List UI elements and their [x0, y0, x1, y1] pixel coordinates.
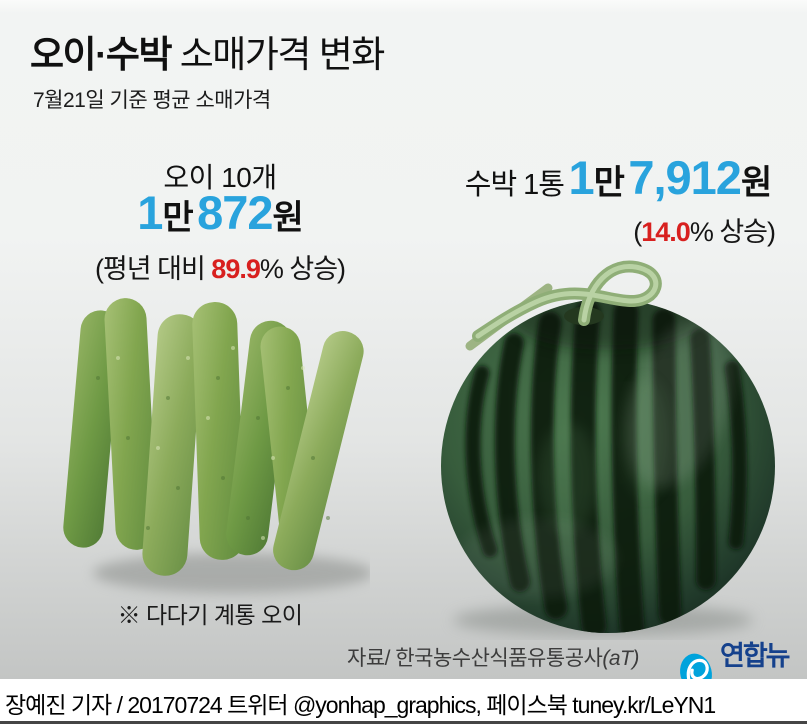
watermelon-price-number-2: 7,912: [628, 151, 742, 204]
cucumber-label: 오이 10개: [163, 162, 277, 193]
watermelon-image: [441, 260, 775, 636]
footer-bar: 장예진 기자 / 20170724 트위터 @yonhap_graphics, …: [0, 679, 807, 724]
watermelon-label: 수박 1통: [464, 169, 565, 201]
cucumber-price-unit-1: 만: [162, 199, 193, 237]
cucumber-rise-value: 89.9: [211, 254, 261, 284]
cucumber-price-number-2: 872: [197, 186, 273, 239]
cucumbers-image: [63, 298, 370, 593]
cucumber-price-number-1: 1: [137, 186, 163, 239]
cucumber-price: 1만 872원: [60, 188, 380, 237]
title-bold: 오이·수박: [30, 34, 172, 75]
watermelon-rise: (14.0% 상승): [560, 210, 776, 249]
cucumber-rise: (평년 대비 89.9% 상승): [40, 247, 400, 286]
page-subtitle: 7월21일 기준 평균 소매가격: [33, 89, 271, 112]
watermelon-price-number-1: 1: [568, 151, 594, 204]
watermelon-rise-suffix: % 상승): [689, 217, 776, 247]
watermelon-rise-prefix: (: [633, 217, 642, 247]
bottom-divider: [0, 721, 807, 724]
source-label: 자료/ 한국농수산식품유통공사: [347, 647, 603, 670]
cucumber-price-unit-2: 원: [272, 199, 304, 237]
cucumber-rise-prefix: (평년 대비: [94, 254, 212, 284]
byline-text: 장예진 기자 / 20170724 트위터 @yonhap_graphics, …: [5, 692, 716, 718]
page-title: 오이·수박 소매가격 변화: [30, 24, 386, 78]
watermelon-price: 수박 1통 1만 7,912원: [438, 153, 798, 202]
cucumber-note: ※ 다다기 계통 오이: [117, 602, 303, 628]
watermelon-rise-value: 14.0: [641, 217, 691, 247]
source-credit: 자료/ 한국농수산식품유통공사(aT): [347, 642, 639, 672]
watermelon-price-unit-1: 만: [593, 164, 625, 202]
source-suffix: (aT): [602, 647, 639, 670]
title-regular: 소매가격 변화: [170, 34, 386, 75]
cucumber-rise-suffix: % 상승): [259, 254, 346, 284]
watermelon-price-unit-2: 원: [740, 164, 772, 202]
